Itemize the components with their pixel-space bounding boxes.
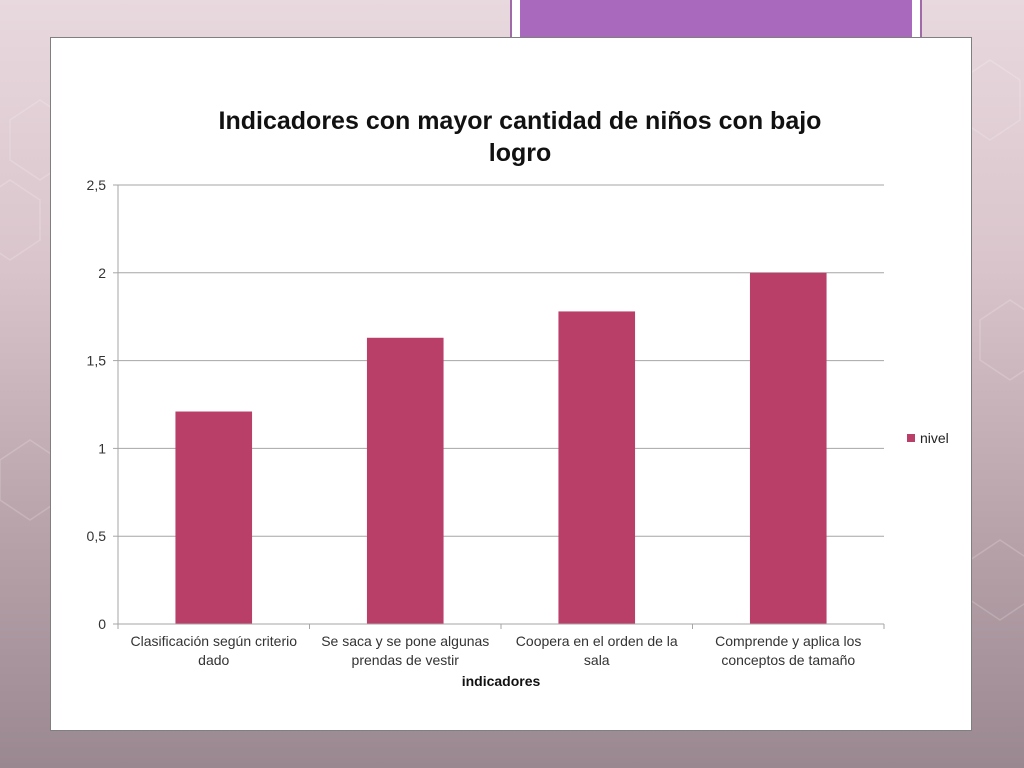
y-tick-label: 1,5	[87, 353, 107, 369]
x-tick-label: prendas de vestir	[352, 652, 460, 668]
bar	[558, 311, 636, 624]
x-tick-label: Se saca y se pone algunas	[321, 633, 489, 649]
x-tick-label: conceptos de tamaño	[721, 652, 855, 668]
y-tick-label: 0	[98, 616, 106, 632]
y-tick-label: 2	[98, 265, 106, 281]
x-tick-label: Coopera en el orden de la	[516, 633, 678, 649]
legend-label: nivel	[920, 430, 949, 446]
x-tick-label: Clasificación según criterio	[130, 633, 297, 649]
x-tick-label: dado	[198, 652, 229, 668]
x-tick-label: Comprende y aplica los	[715, 633, 861, 649]
y-tick-label: 0,5	[87, 528, 107, 544]
bar	[175, 411, 253, 624]
y-tick-label: 2,5	[87, 177, 107, 193]
y-tick-label: 1	[98, 440, 106, 456]
x-axis-title: indicadores	[461, 673, 541, 689]
legend: nivel	[907, 430, 949, 446]
bar	[749, 272, 827, 624]
bar	[366, 337, 444, 624]
legend-swatch	[907, 434, 915, 442]
x-tick-label: sala	[584, 652, 610, 668]
chart-title: Indicadores con mayor cantidad de niños …	[218, 107, 822, 167]
